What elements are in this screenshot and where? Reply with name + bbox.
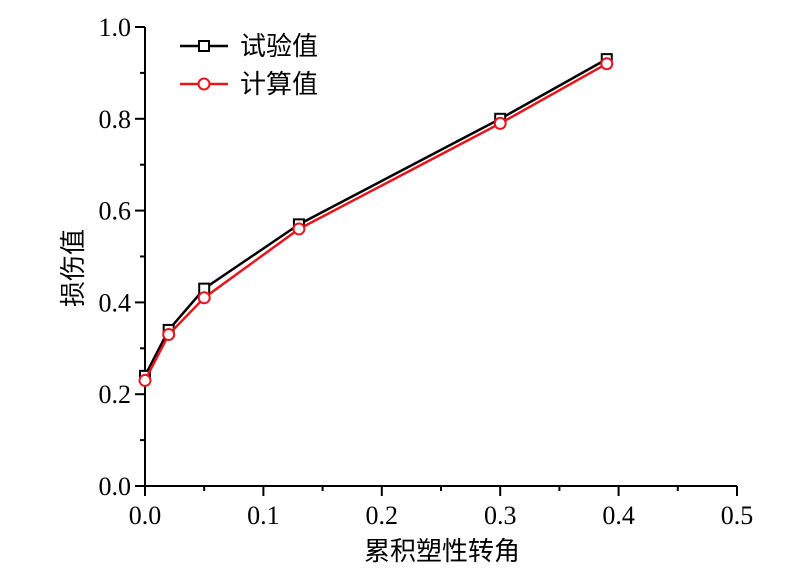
data-point — [197, 291, 211, 305]
series-line — [143, 62, 608, 382]
x-tick-label: 0.3 — [484, 501, 517, 530]
axes — [144, 27, 737, 487]
x-tick-label: 0.4 — [602, 501, 635, 530]
legend-marker — [198, 40, 210, 52]
legend-entry-1: 试验值 — [180, 32, 318, 62]
data-point — [600, 57, 614, 71]
y-axis-title: 损伤值 — [59, 229, 89, 307]
x-tick-label: 0.0 — [129, 501, 162, 530]
legend-label: 计算值 — [240, 70, 318, 100]
series-2 — [138, 57, 614, 387]
y-tick-label: 0.0 — [99, 472, 132, 501]
y-tick-label: 0.2 — [99, 380, 132, 409]
plot-area — [138, 53, 614, 387]
y-tick-label: 0.8 — [99, 105, 132, 134]
y-tick-label: 1.0 — [99, 13, 132, 42]
data-point — [292, 222, 306, 236]
legend-label: 试验值 — [240, 32, 318, 62]
data-point — [493, 116, 507, 130]
x-tick-label: 0.1 — [247, 501, 280, 530]
x-tick-label: 0.5 — [721, 501, 754, 530]
legend-marker — [197, 77, 211, 91]
y-tick-label: 0.6 — [99, 197, 132, 226]
x-axis-ticks: 0.0 0.1 0.2 0.3 0.4 0.5 — [129, 486, 754, 530]
legend-entry-2: 计算值 — [180, 70, 318, 100]
data-point — [162, 328, 176, 342]
y-axis-ticks: 0.0 0.2 0.4 0.6 0.8 1.0 — [99, 13, 145, 501]
y-tick-label: 0.4 — [99, 288, 132, 317]
data-point — [138, 373, 152, 387]
x-axis-title: 累积塑性转角 — [364, 537, 520, 567]
series-line — [143, 58, 608, 377]
series-1 — [139, 53, 613, 382]
x-tick-label: 0.2 — [366, 501, 399, 530]
